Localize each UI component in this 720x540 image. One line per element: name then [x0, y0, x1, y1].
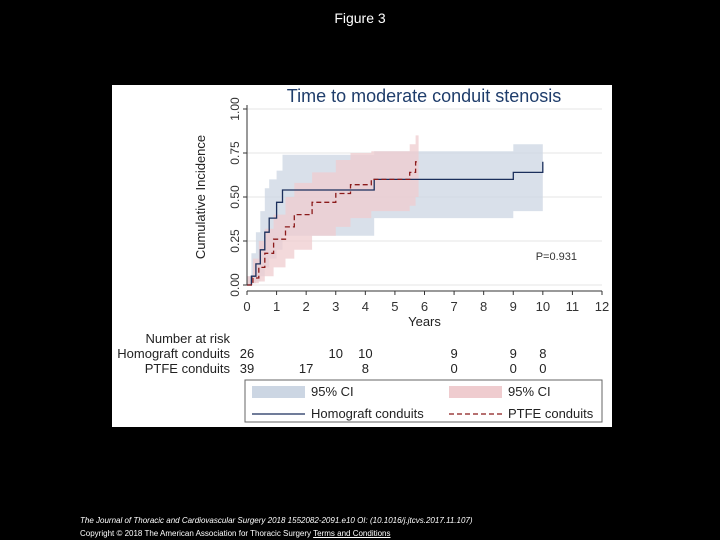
- y-tick-label: 0.50: [228, 185, 242, 209]
- copyright-text: Copyright © 2018 The American Associatio…: [80, 529, 312, 538]
- risk-row-label: PTFE conduits: [145, 361, 231, 376]
- risk-row-label: Homograft conduits: [117, 346, 230, 361]
- risk-count: 10: [329, 346, 343, 361]
- x-tick-label: 1: [273, 299, 280, 314]
- x-tick-label: 11: [566, 299, 580, 314]
- risk-count: 8: [539, 346, 546, 361]
- y-tick-label: 0.75: [228, 141, 242, 165]
- terms-and-conditions-link[interactable]: Terms and Conditions: [313, 529, 391, 538]
- y-axis-label: Cumulative Incidence: [193, 135, 208, 259]
- ptfe-ci-band: [247, 135, 419, 285]
- y-tick-label: 0.00: [228, 273, 242, 297]
- slide-title: Figure 3: [334, 10, 386, 26]
- y-tick-label: 1.00: [228, 97, 242, 121]
- risk-count: 39: [240, 361, 254, 376]
- x-tick-label: 8: [480, 299, 487, 314]
- chart-title: Time to moderate conduit stenosis: [287, 86, 561, 106]
- x-tick-label: 6: [421, 299, 428, 314]
- risk-count: 10: [358, 346, 372, 361]
- y-tick-label: 0.25: [228, 229, 242, 253]
- x-tick-label: 5: [391, 299, 398, 314]
- x-tick-label: 0: [243, 299, 250, 314]
- risk-count: 0: [539, 361, 546, 376]
- legend-label: PTFE conduits: [508, 406, 594, 421]
- risk-count: 9: [510, 346, 517, 361]
- figure-panel: Time to moderate conduit stenosis 0.00 0.2…: [112, 85, 612, 427]
- risk-count: 0: [510, 361, 517, 376]
- risk-count: 8: [362, 361, 369, 376]
- homograft-line: [247, 161, 544, 286]
- x-tick-label: 10: [536, 299, 550, 314]
- legend-label: 95% CI: [311, 384, 354, 399]
- footer-copyright: Copyright © 2018 The American Associatio…: [80, 529, 391, 538]
- x-tick-label: 12: [595, 299, 609, 314]
- footer-citation: The Journal of Thoracic and Cardiovascul…: [80, 516, 473, 525]
- legend-label: 95% CI: [508, 384, 551, 399]
- x-tick-label: 3: [332, 299, 339, 314]
- risk-count: 9: [450, 346, 457, 361]
- x-tick-label: 4: [362, 299, 369, 314]
- km-chart: Time to moderate conduit stenosis 0.00 0.2…: [117, 86, 609, 423]
- x-axis-label: Years: [408, 314, 441, 329]
- risk-count: 17: [299, 361, 313, 376]
- x-tick-label: 2: [303, 299, 310, 314]
- x-tick-label: 9: [510, 299, 517, 314]
- x-tick-label: 7: [450, 299, 457, 314]
- legend-label: Homograft conduits: [311, 406, 424, 421]
- risk-table-title: Number at risk: [145, 331, 230, 346]
- legend-ci-swatch: [449, 386, 502, 398]
- p-value-annotation: P=0.931: [536, 251, 577, 263]
- risk-count: 26: [240, 346, 254, 361]
- risk-count: 0: [450, 361, 457, 376]
- legend-ci-swatch: [252, 386, 305, 398]
